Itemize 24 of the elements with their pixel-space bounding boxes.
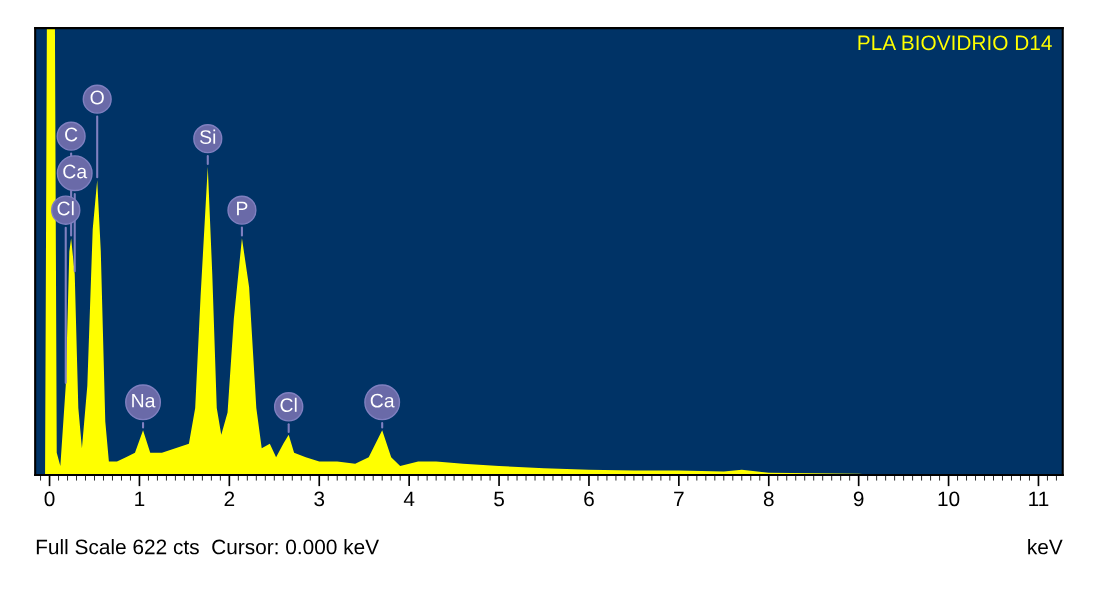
x-tick-label: 4 (403, 491, 415, 507)
x-tick-label: 9 (853, 491, 864, 507)
annotation: Na (132, 393, 156, 408)
chart-title: PLA BIOVIDRIO D14 (858, 35, 1052, 51)
annotation: Cl (57, 201, 74, 216)
x-axis-title: keV (1028, 539, 1063, 555)
x-tick-label: 1 (135, 491, 145, 507)
annotation: O (90, 90, 104, 105)
x-tick-label: 8 (763, 491, 774, 507)
x-tick-label: 7 (674, 491, 684, 507)
annotation: Cl (280, 397, 297, 413)
x-tick-label: 5 (494, 491, 504, 507)
annotation: Ca (370, 393, 395, 408)
x-tick-label: 0 (44, 491, 55, 507)
x-tick-label: 2 (224, 491, 235, 507)
annotation: C (65, 127, 78, 142)
x-tick-label: 10 (938, 491, 960, 507)
annotation: P (237, 201, 248, 216)
x-tick-label: 11 (1029, 491, 1049, 507)
annotation: Si (200, 129, 216, 144)
x-tick-label: 6 (584, 491, 594, 507)
text: Full Scale 622 cts Cursor: 0.000 keV (36, 539, 379, 555)
x-tick-label: 3 (314, 491, 325, 507)
annotation: Ca (63, 164, 88, 179)
